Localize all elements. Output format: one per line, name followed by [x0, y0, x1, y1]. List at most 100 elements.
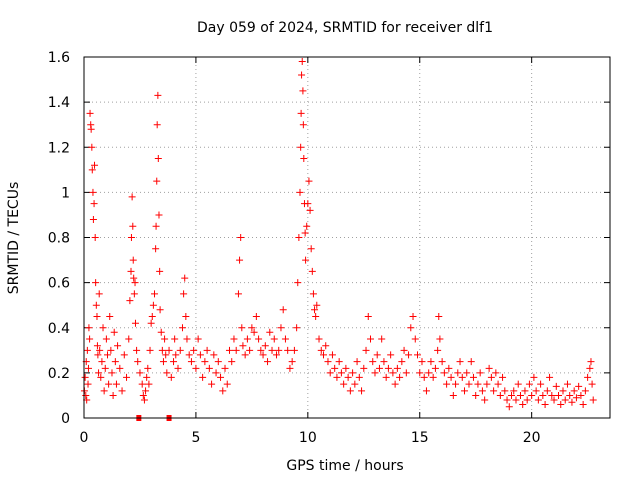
data-point [125, 335, 133, 343]
data-point [427, 358, 435, 366]
data-point [519, 400, 527, 408]
data-point [104, 351, 112, 359]
data-point [438, 358, 446, 366]
data-point [485, 364, 493, 372]
data-point [212, 369, 220, 377]
data-point [84, 380, 92, 388]
data-point [155, 211, 163, 219]
data-point [373, 351, 381, 359]
data-point [416, 369, 424, 377]
data-point [435, 312, 443, 320]
data-point [139, 391, 147, 399]
data-point [447, 373, 455, 381]
data-point [145, 380, 153, 388]
data-point [88, 166, 96, 174]
data-point [481, 396, 489, 404]
data-point [225, 346, 233, 354]
data-point [91, 234, 99, 241]
data-point [92, 279, 100, 287]
data-point [107, 346, 115, 354]
data-point [131, 279, 139, 287]
data-point [129, 222, 137, 230]
data-point [308, 267, 316, 275]
data-point [587, 358, 595, 366]
data-point [510, 387, 518, 395]
y-tick-label: 0.8 [48, 231, 70, 247]
y-tick-label: 0 [61, 411, 70, 427]
data-point [118, 387, 126, 395]
data-point [584, 373, 592, 381]
data-point [275, 346, 283, 354]
data-point [499, 373, 507, 381]
data-point [250, 328, 258, 336]
data-point [295, 234, 303, 241]
data-point [523, 396, 531, 404]
data-point [112, 380, 120, 388]
y-tick-label: 1.4 [48, 95, 70, 111]
data-point [147, 319, 155, 327]
data-point [539, 391, 547, 399]
data-point [94, 351, 102, 359]
data-point [586, 364, 594, 372]
data-point [405, 351, 413, 359]
data-point [270, 335, 278, 343]
data-point [234, 290, 242, 298]
data-point [463, 369, 471, 377]
data-point [163, 369, 171, 377]
data-point [307, 245, 315, 253]
data-point [303, 222, 311, 230]
data-point [461, 387, 469, 395]
data-point [153, 121, 161, 129]
data-point [192, 364, 200, 372]
data-point [440, 369, 448, 377]
grid [84, 57, 610, 418]
data-point [458, 373, 466, 381]
data-point [196, 351, 204, 359]
data-point [92, 301, 100, 309]
data-point [171, 335, 179, 343]
data-point [313, 301, 321, 309]
data-point [537, 380, 545, 388]
data-point [297, 143, 305, 151]
data-point [342, 364, 350, 372]
y-tick-label: 1 [61, 185, 70, 201]
data-point [208, 380, 216, 388]
data-point [398, 358, 406, 366]
data-point [108, 369, 116, 377]
data-point [266, 328, 274, 336]
data-point [241, 351, 249, 359]
data-point [252, 312, 260, 320]
data-point [259, 351, 267, 359]
x-tick-label: 15 [411, 430, 429, 446]
data-point [144, 364, 152, 372]
data-point [100, 387, 108, 395]
data-point [548, 391, 556, 399]
data-point [360, 364, 368, 372]
data-point [299, 121, 307, 129]
axis-ticks [83, 56, 610, 419]
data-point [120, 351, 128, 359]
data-point [431, 364, 439, 372]
data-point [425, 369, 433, 377]
data-point [286, 364, 294, 372]
data-point [575, 382, 583, 390]
data-point [333, 373, 341, 381]
data-point [521, 387, 529, 395]
data-point [443, 380, 451, 388]
data-point [127, 234, 135, 241]
data-point [228, 358, 236, 366]
data-point [178, 324, 186, 332]
y-axis-label: SRMTID / TECUs [6, 182, 22, 295]
y-tick-label: 1.6 [48, 50, 70, 66]
data-point [157, 328, 165, 336]
data-point [568, 398, 576, 406]
axis-tick-labels: 0 5 10 15 20 0 0.2 0.4 0.6 0.8 1 1.2 1.4 1.6 [48, 50, 541, 446]
data-point [503, 396, 511, 404]
data-point [154, 155, 162, 163]
data-point [309, 290, 317, 298]
data-point [340, 380, 348, 388]
data-point [387, 351, 395, 359]
data-point [91, 161, 99, 169]
data-point [351, 380, 359, 388]
data-point [194, 335, 202, 343]
